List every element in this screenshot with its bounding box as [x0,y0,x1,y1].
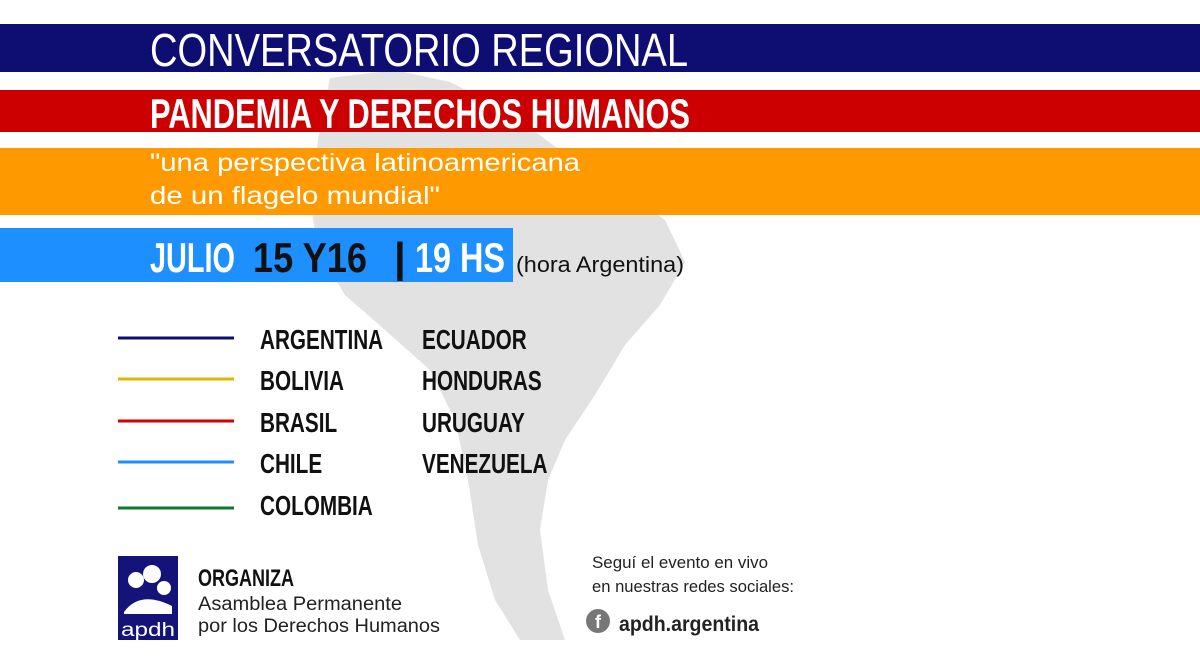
tagline-line: "una perspectiva latinoamericana [150,149,580,177]
country-name: HONDURAS [422,366,542,397]
facebook-icon [586,609,610,633]
country-name: ECUADOR [422,325,527,356]
social-text: en nuestras redes sociales: [592,577,794,596]
logo-text: apdh [121,620,175,641]
country-list: ARGENTINA BOLIVIA BRASIL CHILE COLOMBIA ECUAD… [118,325,548,522]
social-text: Seguí el evento en vivo [592,553,768,572]
date-timezone: (hora Argentina) [516,252,684,277]
country-name: BRASIL [260,408,337,439]
date-time: 19 HS [415,234,505,281]
facebook-icon-letter: f [595,612,602,632]
organizer-label: ORGANIZA [198,565,294,592]
tagline-line: de un flagelo mundial" [150,182,440,210]
subtitle-band [0,90,1200,132]
country-name: URUGUAY [422,408,525,439]
date-separator: | [394,234,406,282]
title: CONVERSATORIO REGIONAL [150,24,688,76]
organizer-name: Asamblea Permanente [198,594,402,615]
social-handle: apdh.argentina [619,613,759,636]
country-name: BOLIVIA [260,366,344,397]
date-month: JULIO [150,234,235,281]
country-name: ARGENTINA [260,325,383,356]
country-name: CHILE [260,449,322,480]
date-days: 15 Y16 [253,234,367,281]
country-name: VENEZUELA [422,449,548,480]
logo: apdh [118,556,178,641]
title-band [0,24,1200,72]
tagline-band [0,148,1200,215]
country-name: COLOMBIA [260,491,373,522]
organizer-name: por los Derechos Humanos [198,616,440,637]
subtitle: PANDEMIA Y DERECHOS HUMANOS [150,90,690,137]
date-band [0,228,513,282]
